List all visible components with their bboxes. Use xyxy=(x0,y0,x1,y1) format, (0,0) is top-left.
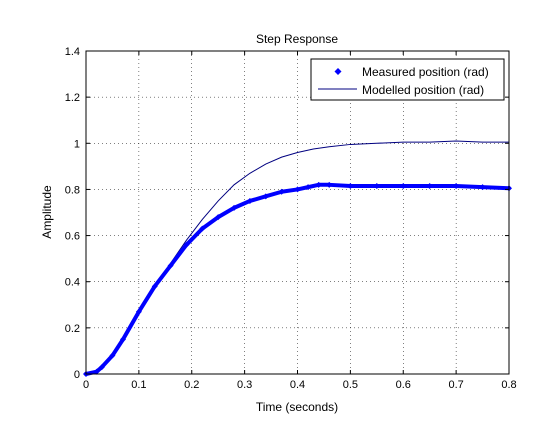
y-tick-label: 0.4 xyxy=(65,277,80,289)
y-tick-label: 0.2 xyxy=(65,323,80,335)
y-tick-label: 0.6 xyxy=(65,231,80,243)
y-tick-label: 1 xyxy=(74,138,80,150)
measured-point xyxy=(231,204,238,211)
legend-label-measured: Measured position (rad) xyxy=(362,65,489,79)
measured-point xyxy=(453,182,460,189)
measured-point xyxy=(167,262,174,269)
measured-point xyxy=(135,308,142,315)
measured-point xyxy=(109,352,116,359)
x-tick-label: 0.8 xyxy=(501,379,516,391)
measured-point xyxy=(347,182,354,189)
y-tick-label: 1.4 xyxy=(65,46,80,58)
x-tick-label: 0.6 xyxy=(396,379,411,391)
series-layer xyxy=(83,140,512,377)
y-tick-label: 0 xyxy=(74,369,80,381)
legend-label-modelled: Modelled position (rad) xyxy=(362,83,484,97)
x-tick-label: 0.4 xyxy=(290,379,305,391)
chart-title: Step Response xyxy=(256,32,338,46)
measured-point xyxy=(183,241,190,248)
legend-box xyxy=(310,58,505,101)
x-tick-label: 0.5 xyxy=(343,379,358,391)
measured-point xyxy=(215,214,222,221)
measured-point xyxy=(93,368,100,375)
measured-point xyxy=(98,364,105,371)
measured-point xyxy=(262,193,269,200)
measured-point xyxy=(305,184,312,191)
measured-point xyxy=(120,336,127,343)
measured-point xyxy=(426,182,433,189)
legend: Measured position (rad) Modelled positio… xyxy=(310,58,505,101)
measured-point xyxy=(151,283,158,290)
measured-point xyxy=(373,182,380,189)
measured-point xyxy=(294,186,301,193)
x-tick-label: 0.7 xyxy=(448,379,463,391)
measured-point xyxy=(479,184,486,191)
measured-point xyxy=(400,182,407,189)
plot-area xyxy=(86,51,509,374)
y-tick-label: 1.2 xyxy=(65,92,80,104)
measured-point xyxy=(199,225,206,232)
measured-point xyxy=(246,197,253,204)
x-tick-label: 0.2 xyxy=(184,379,199,391)
y-tick-label: 0.8 xyxy=(65,184,80,196)
ticks: 0 0.1 0.2 0.3 0.4 0.5 0.6 0.7 0.8 0 0.2 0.4 0.6 0.8 1 1… xyxy=(65,46,517,391)
x-axis-label: Time (seconds) xyxy=(256,400,338,414)
series-measured-trace xyxy=(84,182,511,376)
measured-point xyxy=(278,188,285,195)
x-tick-label: 0.3 xyxy=(237,379,252,391)
x-tick-label: 0.1 xyxy=(131,379,146,391)
x-tick-label: 0 xyxy=(83,379,89,391)
measured-point xyxy=(326,181,333,188)
legend-marker-measured xyxy=(334,68,342,75)
y-axis-label: Amplitude xyxy=(40,185,54,239)
measured-point xyxy=(315,181,322,188)
